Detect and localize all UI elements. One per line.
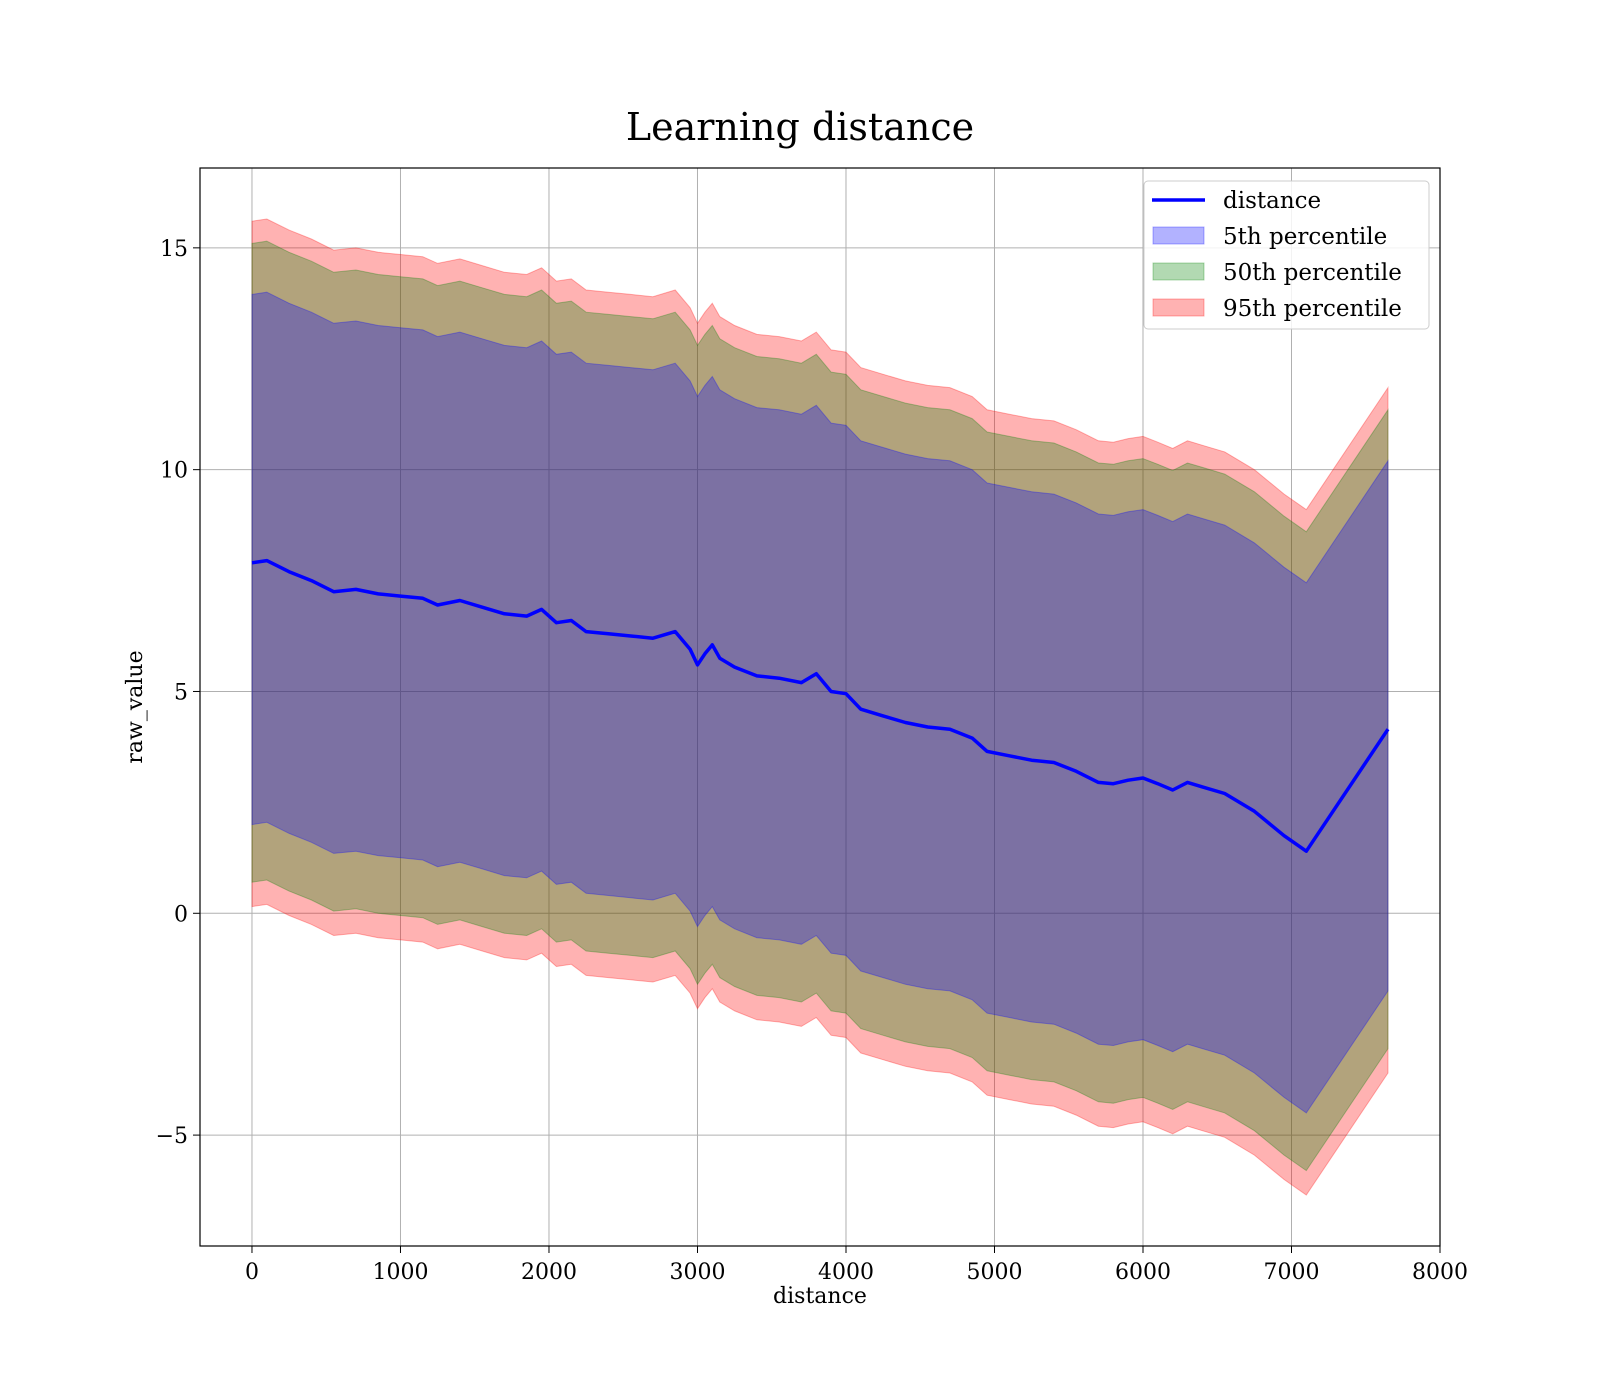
x-tick-label: 8000 <box>1412 1260 1468 1285</box>
x-tick-label: 4000 <box>818 1260 874 1285</box>
x-tick-label: 0 <box>245 1260 259 1285</box>
y-tick-label: 15 <box>160 237 188 262</box>
percentile-bands <box>251 218 1389 1196</box>
band-5th-percentile <box>251 291 1389 1114</box>
legend-swatch-95th <box>1152 298 1205 317</box>
legend: distance 5th percentile 50th percentile … <box>1143 180 1430 330</box>
legend-label-distance: distance <box>1223 188 1321 214</box>
band-50th-percentile <box>251 240 1389 1172</box>
plot-frame <box>199 167 1441 1247</box>
legend-box <box>1143 180 1430 330</box>
y-tick-label: 10 <box>160 459 188 484</box>
tick-layer: 0 1000 2000 3000 4000 5000 6000 7000 8000 −5 0 5 10 1… <box>156 237 1468 1285</box>
distance-line <box>251 558 1390 853</box>
chart-title: Learning distance <box>626 105 974 149</box>
x-tick-label: 1000 <box>372 1260 428 1285</box>
legend-label-5th: 5th percentile <box>1223 224 1387 250</box>
distance-line-layer <box>251 558 1390 853</box>
x-tick-label: 2000 <box>521 1260 577 1285</box>
y-axis-label: raw_value <box>123 650 148 763</box>
x-tick-label: 7000 <box>1263 1260 1319 1285</box>
x-tick-label: 6000 <box>1115 1260 1171 1285</box>
x-axis-label: distance <box>773 1284 867 1309</box>
legend-label-50th: 50th percentile <box>1223 260 1402 286</box>
y-tick-label: −5 <box>156 1124 188 1149</box>
legend-swatch-5th <box>1152 226 1205 245</box>
x-tick-label: 5000 <box>966 1260 1022 1285</box>
legend-label-95th: 95th percentile <box>1223 296 1402 322</box>
y-tick-label: 0 <box>174 902 188 927</box>
band-95th-percentile <box>251 218 1389 1196</box>
y-tick-label: 5 <box>174 680 188 705</box>
x-tick-label: 3000 <box>669 1260 725 1285</box>
legend-swatch-50th <box>1152 262 1205 281</box>
